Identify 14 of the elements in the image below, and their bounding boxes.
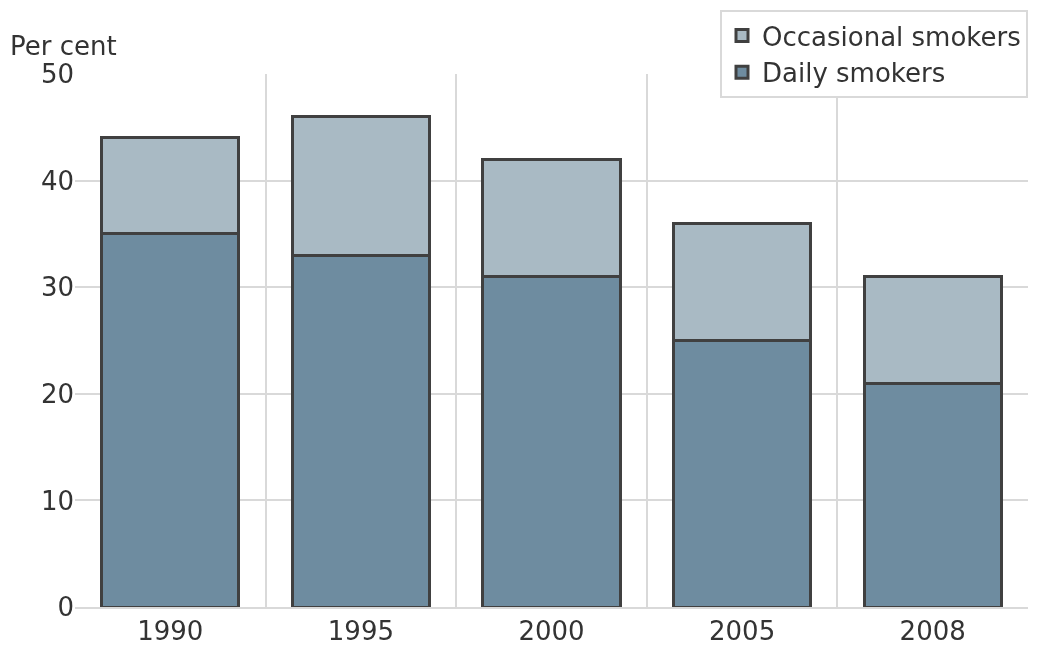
y-tick-label: 50 bbox=[40, 59, 74, 90]
legend-label: Daily smokers bbox=[762, 58, 946, 89]
x-tick-label: 1995 bbox=[327, 616, 394, 647]
x-tick-label: 1990 bbox=[137, 616, 204, 647]
y-tick-label: 20 bbox=[40, 378, 74, 409]
y-tick-label: 10 bbox=[40, 485, 74, 516]
legend-label: Occasional smokers bbox=[762, 21, 1021, 52]
y-axis-title: Per cent bbox=[10, 31, 117, 61]
y-tick-label: 30 bbox=[40, 272, 74, 303]
x-tick-label: 2000 bbox=[518, 616, 585, 647]
x-tick-label: 2005 bbox=[709, 616, 776, 647]
x-tick-label: 2008 bbox=[899, 616, 966, 647]
y-tick-label: 40 bbox=[40, 165, 74, 196]
y-tick-label: 0 bbox=[57, 592, 74, 623]
